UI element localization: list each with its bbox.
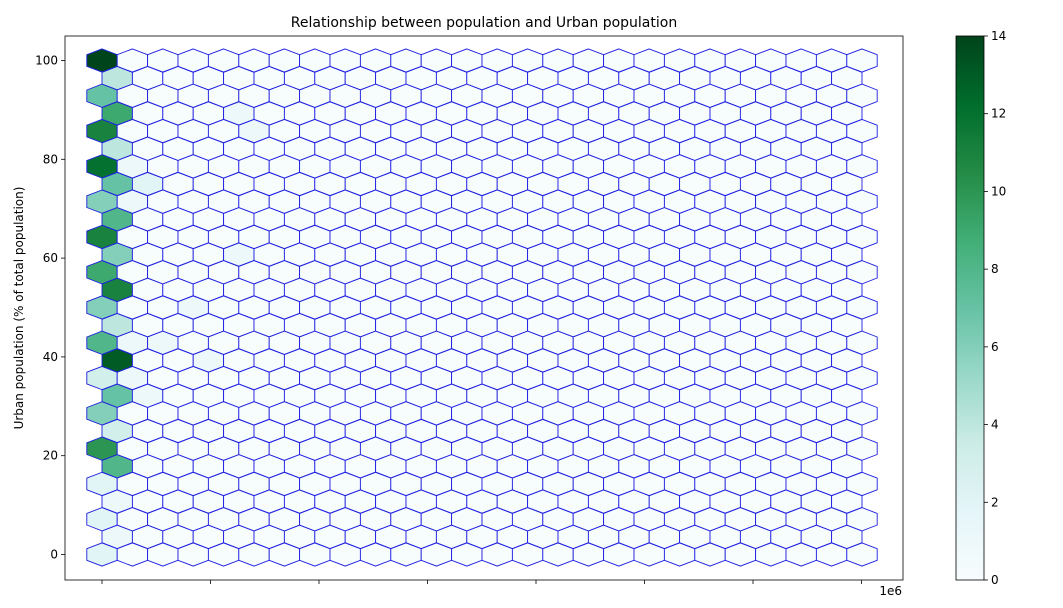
colorbar-tick-label: 2 [991,495,999,509]
y-axis-label: Urban population (% of total population) [12,187,26,430]
y-tick-label: 80 [43,152,58,166]
colorbar-tick-label: 8 [991,262,999,276]
axes: 0 20 40 60 80 100 [35,35,904,584]
colorbar-tick-label: 6 [991,340,999,354]
colorbar-tick-label: 0 [991,573,999,587]
chart-title: Relationship between population and Urba… [291,15,677,31]
x-axis-offset-label: 1e6 [879,584,902,598]
colorbar-tick-label: 12 [991,107,1006,121]
colorbar-gradient [955,35,985,581]
colorbar-tick-label: 10 [991,184,1006,198]
plot-frame [64,35,904,581]
hex-cell [846,48,878,73]
hexbin-cells [86,48,878,567]
y-tick-label: 20 [43,449,58,463]
colorbar: 0 2 4 6 8 10 12 14 [955,29,1006,587]
colorbar-tick-label: 4 [991,418,999,432]
y-tick-label: 60 [43,251,58,265]
colorbar-tick-label: 14 [991,29,1006,43]
y-tick-label: 100 [35,54,58,68]
y-tick-label: 40 [43,350,58,364]
y-tick-label: 0 [50,548,58,562]
